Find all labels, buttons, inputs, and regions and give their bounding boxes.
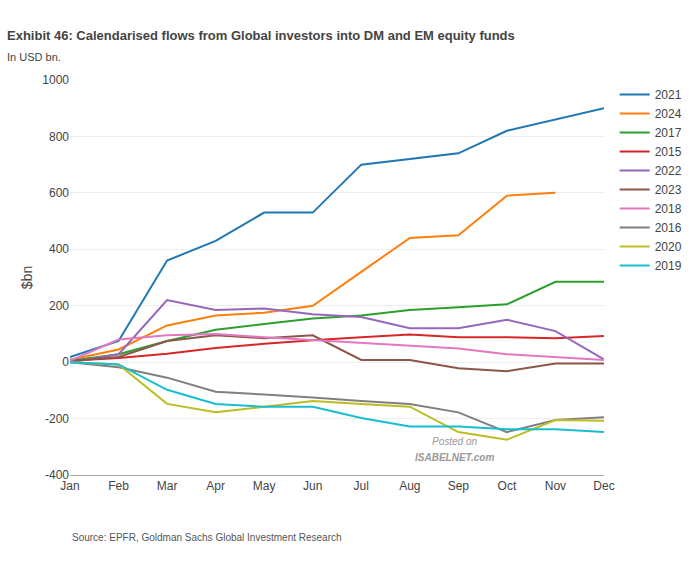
svg-text:Feb: Feb xyxy=(108,479,129,493)
svg-text:Jun: Jun xyxy=(303,479,322,493)
svg-text:In USD bn.: In USD bn. xyxy=(7,51,61,63)
svg-text:Mar: Mar xyxy=(157,479,178,493)
svg-text:200: 200 xyxy=(49,299,69,313)
svg-text:Jan: Jan xyxy=(60,479,79,493)
svg-text:May: May xyxy=(253,479,276,493)
svg-text:-200: -200 xyxy=(45,412,69,426)
svg-text:800: 800 xyxy=(49,130,69,144)
svg-text:600: 600 xyxy=(49,186,69,200)
svg-text:Source: EPFR, Goldman Sachs Gl: Source: EPFR, Goldman Sachs Global Inves… xyxy=(72,532,342,543)
svg-text:Exhibit 46: Calendarised flows: Exhibit 46: Calendarised flows from Glob… xyxy=(7,28,515,43)
svg-text:2019: 2019 xyxy=(655,259,682,273)
svg-text:0: 0 xyxy=(62,355,69,369)
svg-text:Posted on: Posted on xyxy=(432,436,477,447)
svg-text:-400: -400 xyxy=(45,468,69,482)
svg-text:2024: 2024 xyxy=(655,107,682,121)
svg-text:2022: 2022 xyxy=(655,164,682,178)
svg-text:Sep: Sep xyxy=(448,479,470,493)
svg-text:Aug: Aug xyxy=(399,479,420,493)
svg-text:2018: 2018 xyxy=(655,202,682,216)
svg-text:$bn: $bn xyxy=(19,266,35,289)
svg-text:2016: 2016 xyxy=(655,221,682,235)
svg-text:Jul: Jul xyxy=(354,479,369,493)
svg-text:Oct: Oct xyxy=(498,479,517,493)
svg-text:Dec: Dec xyxy=(593,479,614,493)
svg-text:400: 400 xyxy=(49,242,69,256)
svg-text:Apr: Apr xyxy=(206,479,225,493)
svg-text:2021: 2021 xyxy=(655,88,682,102)
svg-text:ISABELNET.com: ISABELNET.com xyxy=(415,452,494,463)
svg-text:2015: 2015 xyxy=(655,145,682,159)
svg-text:2020: 2020 xyxy=(655,240,682,254)
svg-text:Nov: Nov xyxy=(545,479,566,493)
svg-text:1000: 1000 xyxy=(42,73,69,87)
svg-text:2023: 2023 xyxy=(655,183,682,197)
svg-text:2017: 2017 xyxy=(655,126,682,140)
